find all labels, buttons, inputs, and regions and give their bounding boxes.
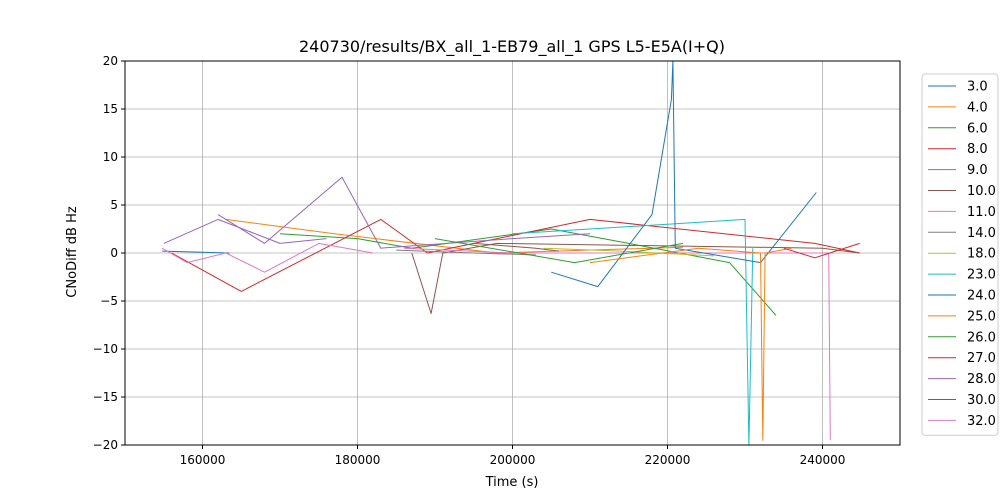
- y-tick-label: −10: [93, 342, 118, 356]
- series-line-6.0: [279, 228, 777, 316]
- series-line-10.0: [411, 242, 860, 314]
- series-group: [161, 61, 860, 445]
- series-line-3.0: [162, 250, 230, 254]
- series-line-32.0: [161, 242, 374, 273]
- y-tick-label: 15: [103, 102, 118, 116]
- legend-label: 26.0: [967, 330, 996, 345]
- legend-label: 4.0: [967, 100, 988, 115]
- legend-label: 8.0: [967, 142, 988, 157]
- series-line-23.0: [512, 218, 754, 445]
- legend-label: 24.0: [967, 289, 996, 304]
- x-axis-label: Time (s): [485, 475, 539, 490]
- series-line-25.0: [589, 247, 792, 441]
- plot-area: 160000 180000 200000 220000 240000 −20 −15 −10 −…: [93, 54, 901, 467]
- legend-label: 27.0: [967, 351, 996, 366]
- y-tick-label: −15: [93, 390, 118, 404]
- series-line-28.0: [163, 218, 327, 244]
- x-tick-label: 180000: [335, 453, 381, 467]
- series-line-26.0: [434, 238, 684, 264]
- legend-label: 3.0: [967, 80, 988, 95]
- legend-label: 25.0: [967, 309, 996, 324]
- series-line-8.0: [171, 218, 860, 292]
- legend-label: 32.0: [967, 414, 996, 429]
- y-tick-label: 20: [103, 54, 118, 68]
- legend: 3.0 4.0 6.0 8.0 9.0 10.0 11.0 14.0 18.0 23.0 24.0 2…: [921, 73, 999, 436]
- series-line-9.0: [217, 176, 591, 249]
- x-tick-label: 240000: [800, 453, 846, 467]
- x-tick-label: 220000: [645, 453, 691, 467]
- legend-label: 28.0: [967, 372, 996, 387]
- y-tick-label: 10: [103, 150, 118, 164]
- legend-label: 30.0: [967, 393, 996, 408]
- legend-label: 14.0: [967, 226, 996, 241]
- legend-label: 10.0: [967, 184, 996, 199]
- series-line-14.0: [396, 249, 536, 256]
- series-line-11.0: [403, 247, 831, 441]
- legend-label: 9.0: [967, 163, 988, 178]
- x-tick-label: 200000: [490, 453, 536, 467]
- legend-label: 18.0: [967, 247, 996, 262]
- x-tick-label: 160000: [180, 453, 226, 467]
- chart-title: 240730/results/BX_all_1-EB79_all_1 GPS L…: [299, 37, 725, 57]
- series-line-30.0: [473, 242, 560, 252]
- legend-label: 6.0: [967, 121, 988, 136]
- legend-box: [921, 73, 999, 436]
- legend-label: 23.0: [967, 268, 996, 283]
- series-line-18.0: [543, 247, 715, 257]
- y-axis-label: CNoDiff dB Hz: [65, 206, 80, 298]
- series-line-24.0: [551, 61, 817, 288]
- y-tick-label: 5: [110, 198, 118, 212]
- legend-label: 11.0: [967, 205, 996, 220]
- y-tick-label: −20: [93, 438, 118, 452]
- y-tick-label: −5: [100, 294, 118, 308]
- series-line-27.0: [783, 242, 860, 259]
- y-tick-label: 0: [110, 246, 118, 260]
